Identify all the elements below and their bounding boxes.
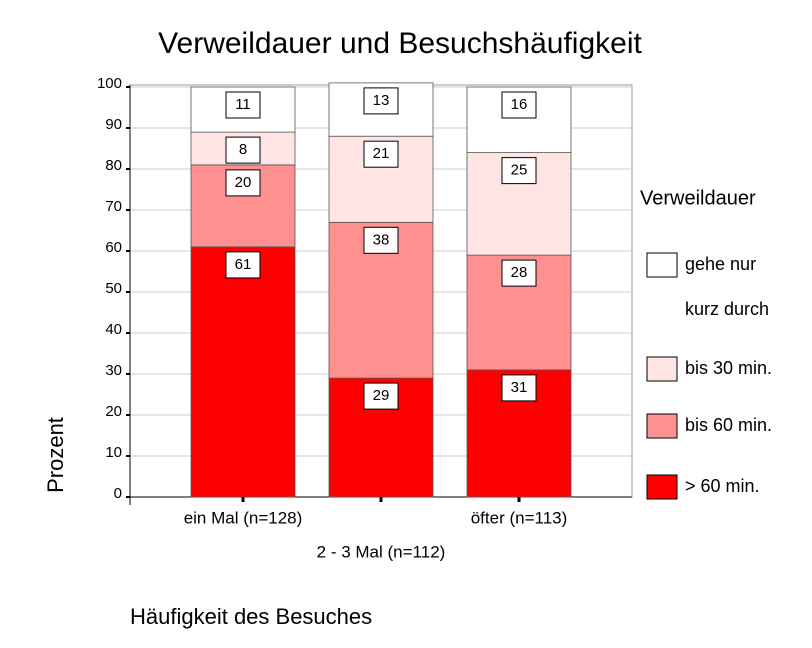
legend-swatch <box>646 356 678 382</box>
data-label-box <box>363 87 399 115</box>
y-tick-label: 60 <box>105 239 122 256</box>
data-label-box <box>363 226 399 254</box>
y-tick-label: 50 <box>105 280 122 297</box>
data-label: 25 <box>511 162 528 179</box>
data-label-box <box>501 91 537 119</box>
bar-segment <box>190 246 296 498</box>
data-label-box <box>363 140 399 168</box>
data-label: 21 <box>373 145 390 162</box>
data-label-box <box>225 169 261 197</box>
data-label: 11 <box>235 96 251 113</box>
legend-swatch <box>646 413 678 439</box>
y-tick-label: 80 <box>105 157 122 174</box>
y-tick-label: 40 <box>105 321 122 338</box>
y-tick-label: 100 <box>97 75 122 92</box>
y-tick-label: 90 <box>105 116 122 133</box>
x-tick-label: öfter (n=113) <box>471 508 568 527</box>
data-label: 29 <box>373 387 390 404</box>
data-label: 61 <box>235 256 252 273</box>
legend-label: bis 30 min. <box>685 358 772 378</box>
y-tick-label: 10 <box>105 444 122 461</box>
data-label: 8 <box>239 141 247 158</box>
x-tick-label: ein Mal (n=128) <box>184 508 303 527</box>
y-tick-label: 20 <box>105 403 122 420</box>
y-tick-label: 70 <box>105 198 122 215</box>
data-label: 20 <box>235 174 252 191</box>
x-axis-label: Häufigkeit des Besuches <box>130 604 372 629</box>
data-label-box <box>501 157 537 185</box>
y-tick-label: 0 <box>114 485 122 502</box>
legend-label: > 60 min. <box>685 476 760 496</box>
x-tick-label: 2 - 3 Mal (n=112) <box>317 542 446 561</box>
data-label-box <box>225 136 261 164</box>
legend-swatch <box>646 474 678 500</box>
data-label: 31 <box>511 379 528 396</box>
data-label-box <box>225 91 261 119</box>
data-label-box <box>501 374 537 402</box>
chart-title: Verweildauer und Besuchshäufigkeit <box>158 27 642 60</box>
data-label-box <box>225 251 261 279</box>
data-label: 13 <box>373 92 390 109</box>
legend-label: gehe nur kurz durch <box>685 254 769 319</box>
data-label-box <box>501 259 537 287</box>
data-label: 38 <box>373 231 390 248</box>
data-label: 16 <box>511 96 528 113</box>
data-label-box <box>363 382 399 410</box>
legend-label: bis 60 min. <box>685 415 772 435</box>
y-tick-label: 30 <box>105 362 122 379</box>
y-axis-label: Prozent <box>43 417 68 493</box>
legend-title: Verweildauer <box>640 187 756 209</box>
data-label: 28 <box>511 264 528 281</box>
legend-swatch <box>646 252 678 278</box>
bar-segment <box>328 377 434 498</box>
